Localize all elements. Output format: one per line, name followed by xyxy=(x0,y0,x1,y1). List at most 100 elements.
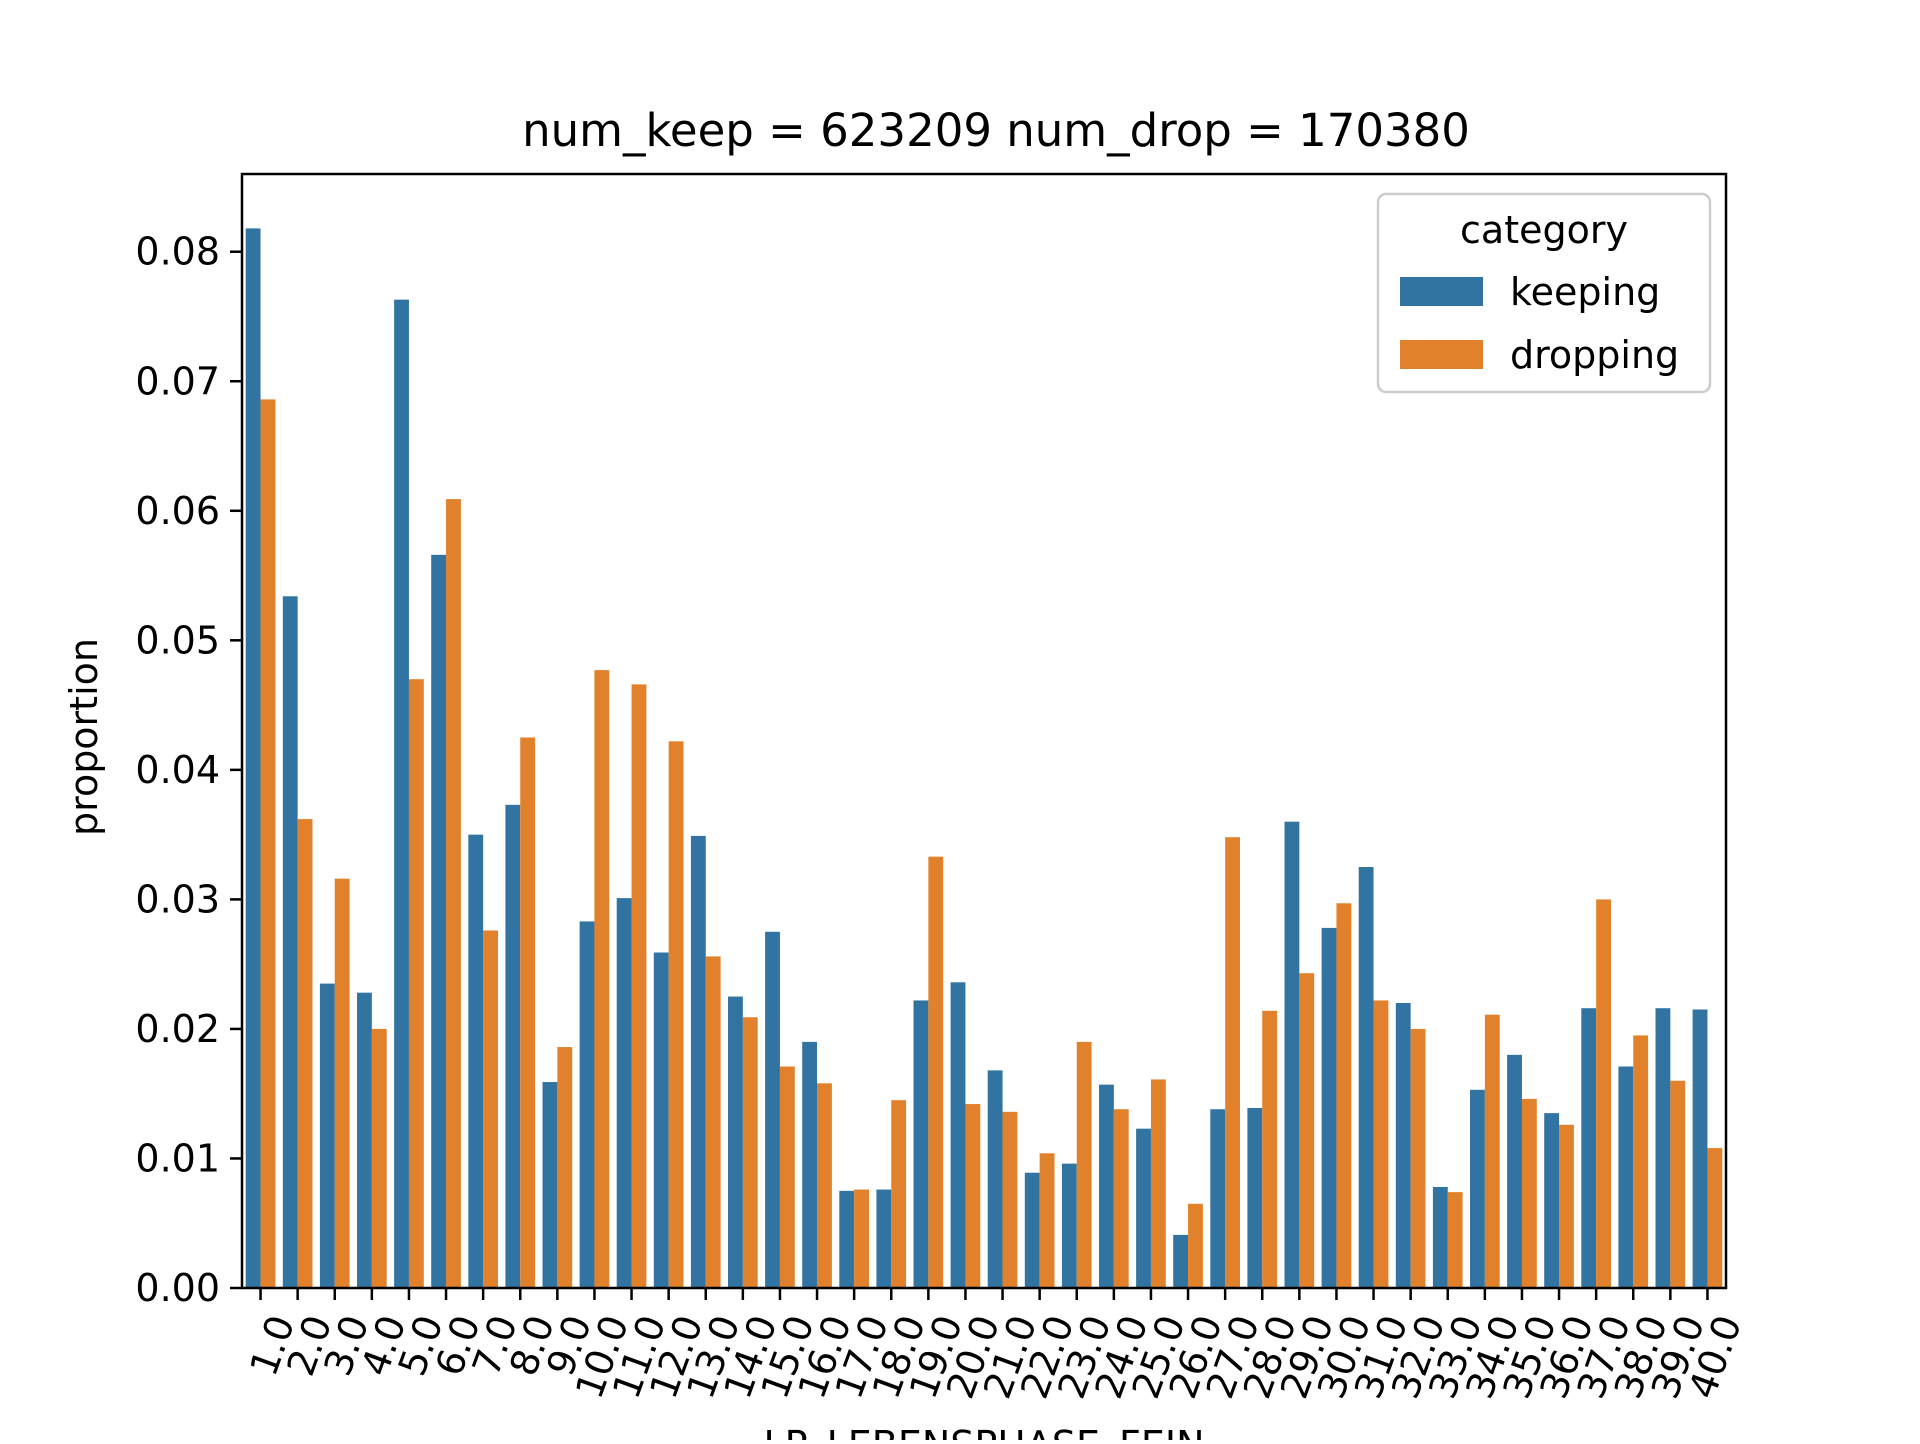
bar-dropping-16.0 xyxy=(817,1083,832,1288)
legend-title: category xyxy=(1460,208,1628,252)
legend: category keeping dropping xyxy=(1376,192,1712,394)
y-tick-label: 0.02 xyxy=(135,1007,220,1051)
bar-keeping-14.0 xyxy=(728,996,743,1288)
bar-keeping-24.0 xyxy=(1099,1084,1114,1288)
y-tick-label: 0.06 xyxy=(135,489,220,533)
bar-dropping-39.0 xyxy=(1670,1080,1686,1288)
bars-layer xyxy=(245,228,1723,1288)
y-tick-label: 0.00 xyxy=(135,1266,220,1310)
bar-dropping-5.0 xyxy=(408,679,424,1288)
bar-keeping-20.0 xyxy=(950,982,966,1288)
x-axis-label: LP_LEBENSPHASE_FEIN xyxy=(763,1423,1204,1440)
bar-keeping-10.0 xyxy=(579,921,595,1288)
y-tick-label: 0.03 xyxy=(135,877,220,921)
bar-keeping-27.0 xyxy=(1210,1109,1226,1288)
bar-keeping-17.0 xyxy=(839,1190,855,1288)
bar-keeping-15.0 xyxy=(765,931,780,1288)
legend-swatch-dropping xyxy=(1400,340,1483,369)
bar-keeping-4.0 xyxy=(357,992,372,1288)
bar-dropping-35.0 xyxy=(1521,1098,1537,1288)
y-axis: 0.00 0.01 0.02 0.03 0.04 0.05 0.06 0.07 0.08 xyxy=(135,230,242,1310)
bar-dropping-12.0 xyxy=(668,741,684,1288)
bar-keeping-36.0 xyxy=(1544,1113,1560,1288)
bar-keeping-2.0 xyxy=(282,596,298,1288)
bar-dropping-13.0 xyxy=(705,956,721,1288)
bar-keeping-16.0 xyxy=(802,1041,818,1288)
bar-keeping-11.0 xyxy=(616,898,632,1288)
bar-dropping-31.0 xyxy=(1373,1000,1389,1288)
bar-dropping-11.0 xyxy=(631,684,647,1288)
bar-dropping-4.0 xyxy=(371,1028,387,1288)
bar-keeping-34.0 xyxy=(1470,1089,1485,1288)
legend-label-keeping: keeping xyxy=(1510,270,1660,314)
bar-keeping-25.0 xyxy=(1136,1128,1151,1288)
bar-dropping-8.0 xyxy=(520,737,536,1288)
bar-keeping-12.0 xyxy=(653,952,669,1288)
bar-keeping-5.0 xyxy=(394,299,409,1288)
bar-dropping-15.0 xyxy=(779,1066,795,1288)
legend-label-dropping: dropping xyxy=(1510,333,1679,377)
bar-dropping-34.0 xyxy=(1484,1014,1500,1288)
legend-swatch-keeping xyxy=(1400,277,1483,306)
bar-dropping-9.0 xyxy=(557,1047,573,1288)
bar-keeping-38.0 xyxy=(1618,1066,1634,1288)
bar-keeping-3.0 xyxy=(319,983,335,1288)
bar-dropping-23.0 xyxy=(1076,1041,1092,1288)
bar-keeping-1.0 xyxy=(245,228,261,1288)
y-tick-label: 0.08 xyxy=(135,230,220,274)
bar-dropping-33.0 xyxy=(1447,1192,1463,1288)
bar-keeping-22.0 xyxy=(1024,1172,1040,1288)
bar-keeping-37.0 xyxy=(1581,1008,1597,1288)
bar-dropping-20.0 xyxy=(965,1104,981,1288)
bar-dropping-37.0 xyxy=(1596,899,1611,1288)
bar-dropping-2.0 xyxy=(297,819,313,1288)
bar-keeping-39.0 xyxy=(1655,1008,1671,1288)
bar-keeping-32.0 xyxy=(1395,1003,1411,1288)
bar-dropping-1.0 xyxy=(260,399,276,1288)
y-tick-label: 0.07 xyxy=(135,359,220,403)
bar-keeping-18.0 xyxy=(876,1189,892,1288)
bar-dropping-38.0 xyxy=(1633,1035,1649,1288)
bar-dropping-29.0 xyxy=(1299,973,1315,1288)
bar-keeping-23.0 xyxy=(1061,1163,1077,1288)
bar-dropping-6.0 xyxy=(446,499,461,1288)
bar-dropping-19.0 xyxy=(928,856,944,1288)
bar-keeping-26.0 xyxy=(1173,1234,1189,1288)
bar-keeping-33.0 xyxy=(1432,1186,1448,1288)
bar-dropping-30.0 xyxy=(1336,903,1352,1288)
bar-keeping-19.0 xyxy=(913,1000,929,1288)
bar-dropping-17.0 xyxy=(854,1189,869,1288)
plot-frame xyxy=(240,172,1728,1290)
bar-keeping-30.0 xyxy=(1321,927,1337,1288)
y-axis-label: proportion xyxy=(62,638,106,836)
y-tick-label: 0.04 xyxy=(135,748,220,792)
bar-keeping-29.0 xyxy=(1284,821,1300,1288)
bar-keeping-13.0 xyxy=(690,835,706,1288)
bar-dropping-10.0 xyxy=(594,670,610,1288)
bar-keeping-40.0 xyxy=(1692,1009,1708,1288)
bar-dropping-7.0 xyxy=(483,930,498,1288)
bar-dropping-14.0 xyxy=(742,1017,758,1288)
y-tick-label: 0.05 xyxy=(135,618,220,662)
bar-dropping-36.0 xyxy=(1559,1124,1574,1288)
bar-dropping-24.0 xyxy=(1113,1109,1129,1288)
bar-dropping-3.0 xyxy=(334,878,350,1288)
bar-dropping-21.0 xyxy=(1002,1111,1018,1288)
bar-dropping-28.0 xyxy=(1262,1010,1278,1288)
bar-keeping-28.0 xyxy=(1247,1107,1263,1288)
bar-keeping-8.0 xyxy=(505,804,521,1288)
bar-dropping-18.0 xyxy=(891,1100,907,1288)
chart-title: num_keep = 623209 num_drop = 170380 xyxy=(522,104,1470,157)
bar-dropping-40.0 xyxy=(1707,1148,1723,1288)
bar-keeping-7.0 xyxy=(468,834,484,1288)
bar-keeping-9.0 xyxy=(542,1082,558,1288)
bar-dropping-32.0 xyxy=(1410,1028,1426,1288)
bar-dropping-27.0 xyxy=(1225,837,1240,1288)
bar-dropping-25.0 xyxy=(1150,1079,1166,1288)
bar-keeping-21.0 xyxy=(987,1070,1003,1288)
y-tick-label: 0.01 xyxy=(135,1136,220,1180)
bar-keeping-35.0 xyxy=(1507,1054,1522,1288)
bar-keeping-6.0 xyxy=(431,554,447,1288)
